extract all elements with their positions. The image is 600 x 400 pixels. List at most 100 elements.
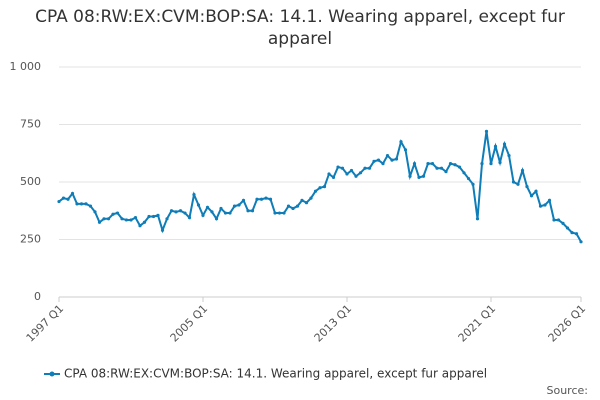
point-marker [250, 209, 255, 213]
point-marker [129, 218, 133, 222]
point-marker [565, 226, 570, 230]
point-marker [385, 153, 390, 158]
point-marker [322, 185, 327, 189]
point-marker [489, 162, 493, 166]
point-marker [399, 140, 403, 144]
point-marker [381, 162, 385, 166]
point-marker [529, 194, 534, 198]
point-marker [511, 180, 516, 184]
point-marker [390, 158, 394, 162]
y-tick-label: 500 [20, 175, 41, 188]
x-tick-label: 1997 Q1 [24, 302, 67, 345]
point-marker [331, 175, 336, 179]
point-marker [255, 197, 259, 201]
point-marker [133, 216, 138, 220]
point-marker [484, 129, 489, 133]
point-marker [318, 186, 322, 190]
point-marker [147, 214, 151, 219]
point-marker [156, 213, 160, 217]
point-marker [507, 153, 511, 158]
point-marker [241, 198, 246, 202]
point-marker [219, 206, 223, 211]
point-marker [259, 197, 264, 201]
point-marker [228, 211, 232, 215]
point-marker [210, 210, 214, 214]
point-marker [61, 196, 66, 200]
point-marker [313, 189, 318, 193]
point-marker [142, 220, 147, 224]
point-marker [462, 171, 466, 175]
point-marker [363, 166, 367, 170]
point-marker [277, 211, 282, 215]
point-marker [426, 162, 430, 166]
point-marker [183, 211, 187, 215]
point-marker [124, 218, 129, 222]
point-marker [286, 204, 291, 208]
point-marker [574, 232, 579, 236]
point-marker [520, 168, 525, 173]
point-marker [246, 209, 250, 213]
point-marker [201, 213, 205, 217]
x-tick-label: 2013 Q1 [312, 302, 355, 345]
point-marker [471, 182, 475, 186]
legend-marker [49, 371, 55, 377]
point-marker [327, 172, 331, 176]
point-marker [160, 228, 165, 232]
point-marker [538, 204, 543, 208]
point-marker [358, 171, 363, 175]
point-marker [84, 202, 88, 206]
point-marker [264, 196, 268, 200]
point-marker [223, 211, 228, 215]
chart-title: CPA 08:RW:EX:CVM:BOP:SA: 14.1. Wearing a… [35, 7, 565, 49]
point-marker [93, 210, 97, 214]
point-marker [66, 197, 70, 201]
x-tick-label: 2026 Q1 [546, 302, 589, 345]
point-marker [151, 214, 156, 219]
point-marker [466, 176, 471, 181]
point-marker [498, 160, 502, 165]
point-marker [561, 221, 565, 225]
point-marker [79, 202, 84, 206]
point-marker [421, 174, 426, 178]
point-marker [111, 212, 115, 216]
point-marker [336, 165, 340, 169]
point-marker [570, 231, 574, 235]
point-marker [214, 217, 219, 221]
point-marker [354, 174, 358, 178]
point-marker [453, 163, 457, 167]
point-marker [502, 142, 507, 146]
point-marker [408, 174, 412, 178]
x-tick-label: 2005 Q1 [168, 302, 211, 345]
point-marker [435, 166, 439, 170]
point-marker [547, 198, 552, 202]
point-marker [439, 166, 444, 170]
point-marker [430, 162, 435, 166]
point-marker [70, 191, 75, 196]
point-marker [417, 175, 421, 179]
point-marker [448, 162, 453, 166]
point-marker [169, 209, 174, 213]
point-marker [552, 218, 556, 222]
point-marker [516, 182, 520, 186]
y-tick-label: 1 000 [10, 60, 42, 73]
point-marker [88, 204, 93, 208]
point-marker [237, 203, 241, 207]
point-marker [115, 211, 120, 215]
point-marker [192, 193, 196, 197]
legend-label: CPA 08:RW:EX:CVM:BOP:SA: 14.1. Wearing a… [64, 367, 487, 381]
point-marker [268, 197, 273, 201]
point-marker [291, 206, 295, 211]
point-marker [295, 204, 300, 208]
point-marker [376, 158, 381, 162]
point-marker [579, 240, 583, 244]
point-marker [178, 209, 183, 213]
point-marker [102, 217, 106, 221]
point-marker [309, 196, 313, 200]
point-marker [345, 172, 349, 176]
point-marker [138, 224, 142, 228]
point-marker [480, 162, 484, 166]
point-marker [367, 166, 372, 170]
point-marker [493, 144, 498, 148]
point-marker [475, 217, 480, 221]
point-marker [196, 203, 201, 207]
